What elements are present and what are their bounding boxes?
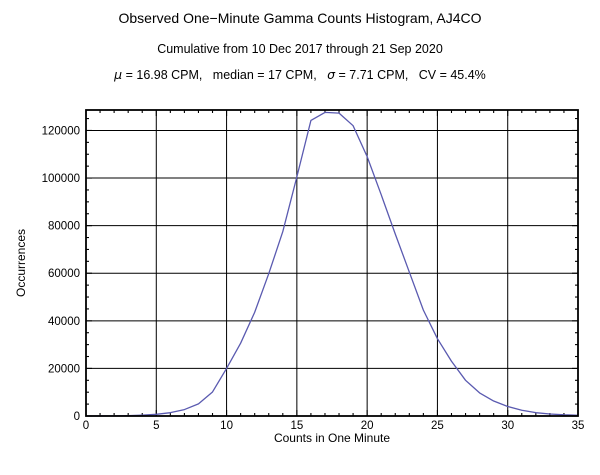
x-tick-label: 25: [431, 420, 444, 432]
x-tick-label: 35: [572, 420, 585, 432]
x-tick-label: 10: [220, 420, 233, 432]
y-tick-label: 100000: [42, 173, 80, 185]
x-axis-title: Counts in One Minute: [273, 431, 391, 445]
plot-frame: [85, 109, 579, 417]
y-tick-label: 60000: [48, 268, 80, 280]
y-axis-title: Occurrences: [14, 228, 28, 298]
y-tick-label: 80000: [48, 221, 80, 233]
y-tick-label: 20000: [48, 363, 80, 375]
x-tick-label: 15: [290, 420, 303, 432]
x-tick-label: 5: [153, 420, 159, 432]
chart-stats-line: μ = 16.98 CPM, median = 17 CPM, σ = 7.71…: [0, 67, 600, 82]
x-tick-label: 30: [501, 420, 514, 432]
mean-median-text: = 16.98 CPM, median = 17 CPM,: [122, 68, 328, 82]
y-tick-label: 120000: [42, 125, 80, 137]
sigma-symbol: σ: [327, 67, 336, 82]
chart-subtitle: Cumulative from 10 Dec 2017 through 21 S…: [157, 42, 443, 56]
histogram-curve: [85, 111, 579, 417]
page-title: Observed One−Minute Gamma Counts Histogr…: [118, 10, 482, 26]
sigma-cv-text: = 7.71 CPM, CV = 45.4%: [335, 68, 486, 82]
x-tick-label: 0: [83, 420, 89, 432]
y-tick-label: 40000: [48, 316, 80, 328]
mu-symbol: μ: [114, 67, 123, 82]
x-tick-label: 20: [361, 420, 374, 432]
y-tick-label: 0: [74, 411, 80, 423]
